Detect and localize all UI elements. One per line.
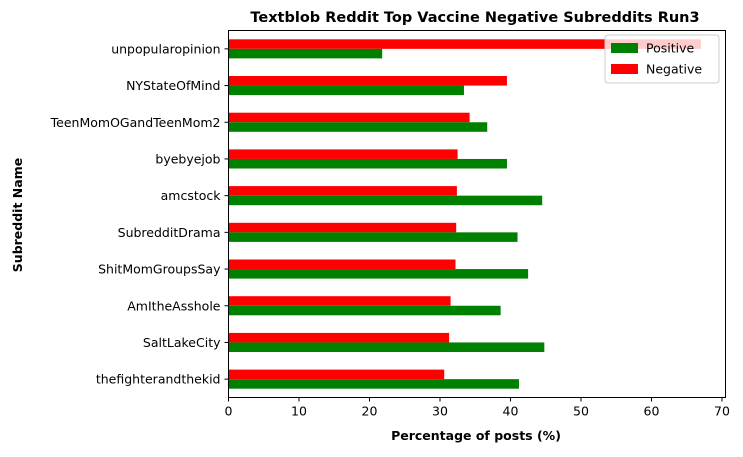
y-tick-label: SubredditDrama (118, 225, 221, 240)
legend: Positive Negative (604, 34, 720, 84)
bar-positive (228, 195, 543, 206)
bar-negative (228, 149, 458, 159)
y-tick-label: SaltLakeCity (143, 335, 221, 350)
bar-negative (228, 186, 457, 196)
bar-positive (228, 85, 464, 96)
x-tick-label: 30 (432, 404, 448, 419)
bar-negative (228, 222, 457, 233)
x-tick-label: 60 (644, 404, 660, 419)
bar-positive (228, 342, 545, 352)
y-tick-label: ShitMomGroupsSay (98, 262, 221, 277)
x-tick-label: 50 (573, 404, 589, 419)
bar-negative (228, 296, 451, 306)
bar-positive (228, 48, 383, 59)
y-tick-label: unpopularopinion (111, 41, 220, 56)
x-axis-label: Percentage of posts (%) (391, 428, 561, 443)
legend-label-positive: Positive (646, 41, 694, 56)
x-tick-label: 40 (503, 404, 519, 419)
y-tick-label: thefighterandthekid (96, 372, 221, 387)
bar-negative (228, 39, 701, 49)
bar-positive (228, 269, 529, 279)
bar-positive (228, 232, 518, 242)
x-tick-label: 20 (362, 404, 378, 419)
bar-negative (228, 369, 445, 380)
bar-positive (228, 305, 501, 316)
bar-positive (228, 122, 488, 132)
bar-positive (228, 379, 519, 389)
legend-swatch-positive (611, 43, 638, 53)
bar-negative (228, 332, 450, 343)
plot-frame (228, 30, 726, 398)
x-tick-label: 0 (225, 404, 233, 419)
y-tick-label: AmItheAsshole (127, 298, 221, 313)
legend-label-negative: Negative (646, 62, 702, 77)
bars-group (228, 39, 701, 389)
bar-positive (228, 158, 507, 169)
y-tick-label: amcstock (161, 188, 222, 203)
y-tick-label: NYStateOfMind (126, 78, 220, 93)
y-axis-label: Subreddit Name (10, 158, 25, 272)
bar-negative (228, 112, 470, 123)
y-axis-ticks: unpopularopinion NYStateOfMind TeenMomOGan… (50, 41, 229, 387)
chart-title: Textblob Reddit Top Vaccine Negative Sub… (250, 10, 699, 26)
x-tick-label: 10 (291, 404, 307, 419)
y-tick-label: byebyejob (155, 151, 220, 166)
bar-negative (228, 259, 456, 270)
bar-negative (228, 76, 507, 86)
x-axis-ticks: 0 10 20 30 40 50 60 70 (225, 397, 730, 419)
y-tick-label: TeenMomOGandTeenMom2 (50, 115, 221, 130)
x-tick-label: 70 (714, 404, 730, 419)
legend-swatch-negative (611, 64, 638, 74)
